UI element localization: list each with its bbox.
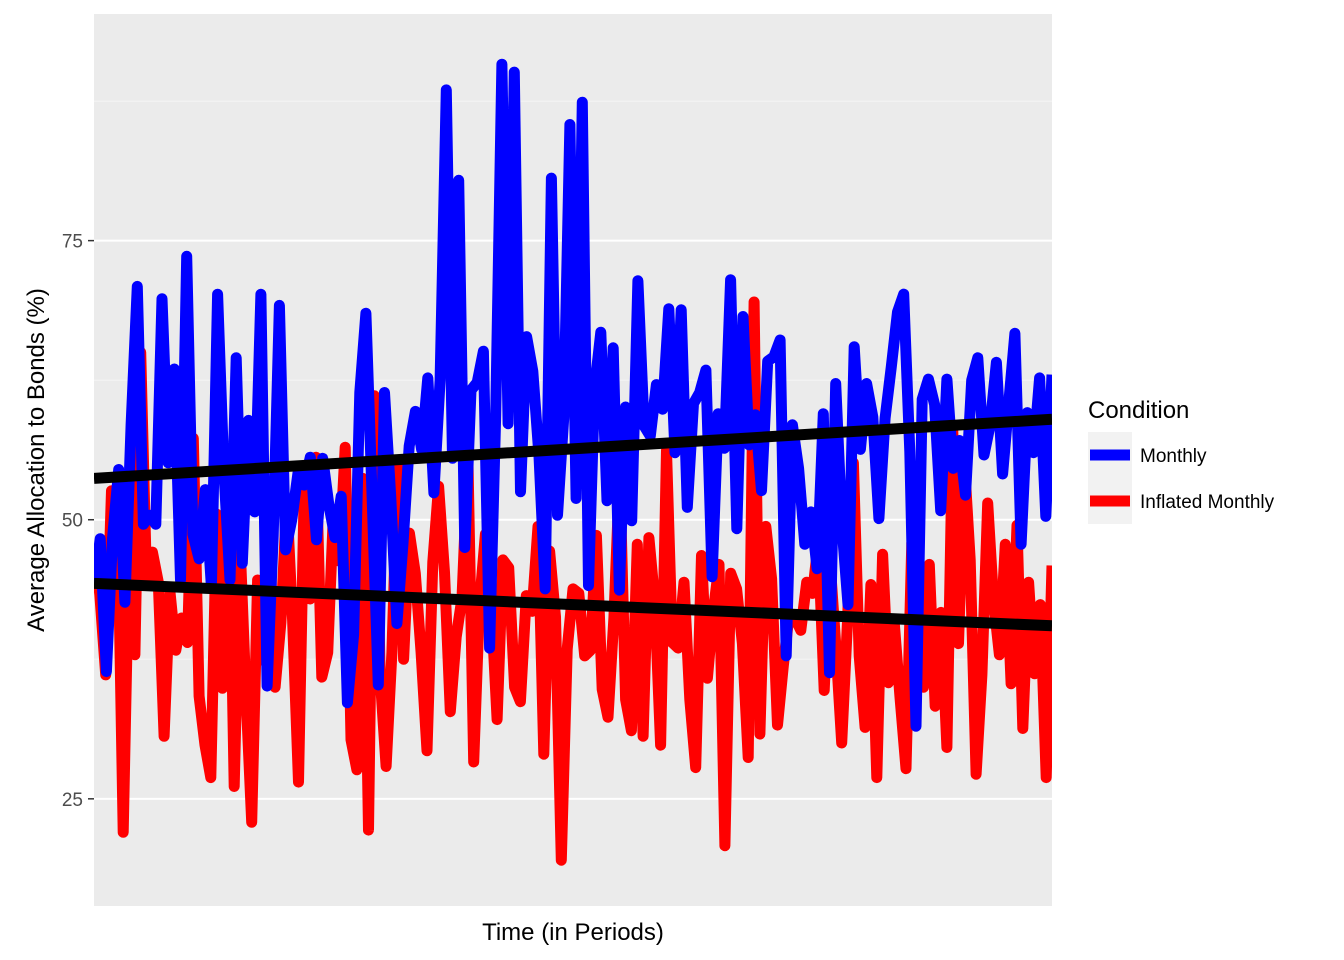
y-tick-label: 25	[62, 790, 83, 811]
trend-line-inflated-monthly	[94, 577, 1052, 632]
y-axis-title: Average Allocation to Bonds (%)	[23, 288, 50, 632]
y-tick-label: 50	[62, 511, 83, 532]
y-axis: 25 50 75	[62, 232, 94, 811]
series-lines	[94, 58, 1052, 866]
series-line-inflated-monthly	[94, 296, 1052, 866]
legend: Condition Monthly Inflated Monthly	[1088, 397, 1275, 524]
x-axis-title: Time (in Periods)	[482, 919, 664, 946]
legend-label-monthly: Monthly	[1140, 446, 1207, 467]
trend-lines	[94, 413, 1052, 632]
legend-label-inflated-monthly: Inflated Monthly	[1140, 492, 1275, 513]
series-line-monthly	[94, 58, 1052, 732]
trend-line-monthly	[94, 413, 1052, 484]
y-tick-label: 75	[62, 232, 83, 253]
legend-title: Condition	[1088, 397, 1189, 424]
